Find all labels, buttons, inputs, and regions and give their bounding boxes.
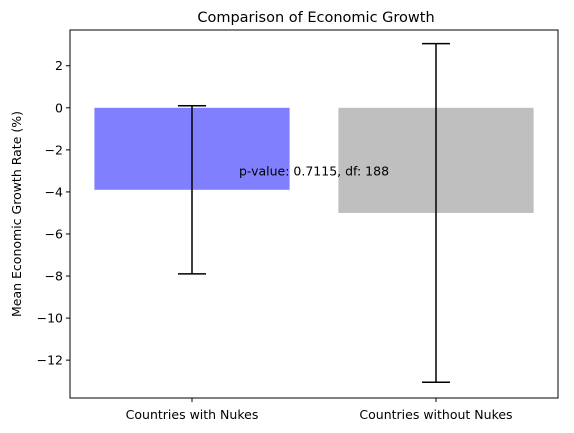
chart-title: Comparison of Economic Growth [197, 10, 434, 26]
plot-frame [69, 29, 559, 399]
p-value-annotation: p-value: 0.7115, df: 188 [239, 163, 389, 178]
x-tick-label: Countries without Nukes [359, 407, 512, 422]
y-tick-label: −4 [45, 184, 63, 199]
y-tick-label: −10 [37, 311, 63, 326]
y-tick-label: −2 [45, 142, 63, 157]
y-tick-label: −12 [37, 353, 63, 368]
y-axis-label: Mean Economic Growth Rate (%) [9, 111, 24, 317]
y-tick-label: 0 [55, 100, 63, 115]
y-tick-label: 2 [55, 58, 63, 73]
y-tick-label: −8 [45, 269, 63, 284]
y-tick-label: −6 [45, 226, 63, 241]
x-tick-label: Countries with Nukes [126, 407, 259, 422]
